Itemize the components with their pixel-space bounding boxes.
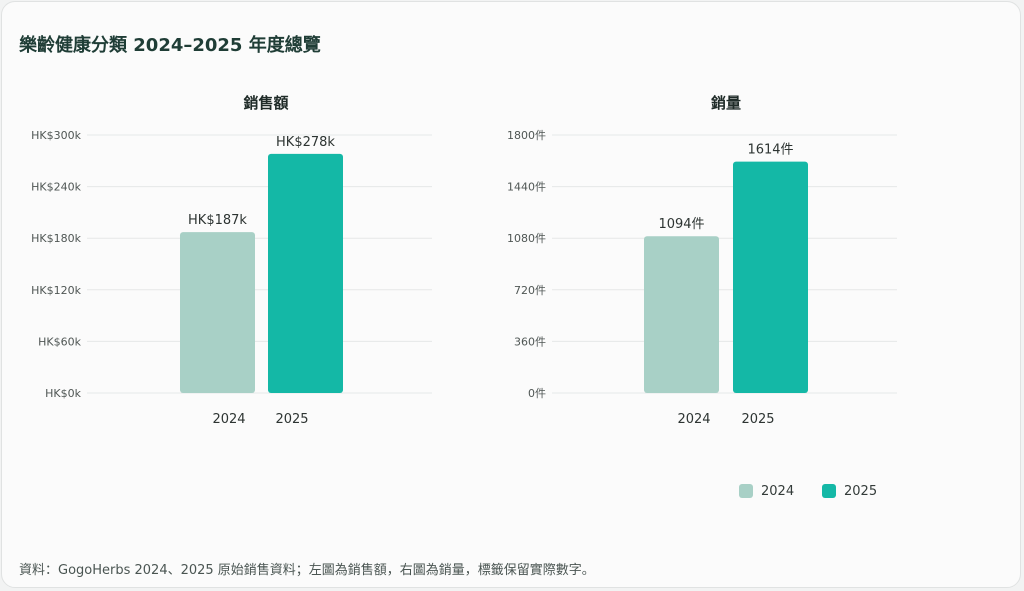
y-tick-label: HK$180k bbox=[31, 232, 81, 245]
y-tick-label: 1440件 bbox=[507, 181, 546, 194]
y-tick-label: 1800件 bbox=[507, 129, 546, 142]
y-tick-label: 1080件 bbox=[507, 232, 546, 245]
chart-title-1: 銷量 bbox=[711, 94, 741, 112]
chart-title-0: 銷售額 bbox=[243, 94, 288, 112]
legend-swatch-2025 bbox=[822, 484, 836, 498]
y-tick-label: 360件 bbox=[514, 335, 546, 348]
bar-2025 bbox=[268, 153, 343, 393]
legend-label-2024: 2024 bbox=[761, 483, 795, 499]
legend-swatch-2024 bbox=[739, 484, 753, 498]
y-tick-label: 0件 bbox=[528, 387, 546, 400]
y-tick-label: HK$0k bbox=[45, 387, 81, 400]
legend-label-2025: 2025 bbox=[844, 483, 878, 499]
data-label: 1614件 bbox=[747, 143, 793, 158]
footer-note: 資料：GogoHerbs 2024、2025 原始銷售資料；左圖為銷售額，右圖為… bbox=[19, 563, 595, 578]
bar-2025 bbox=[733, 161, 808, 393]
y-tick-label: HK$240k bbox=[31, 181, 81, 194]
y-tick-label: HK$120k bbox=[31, 284, 81, 297]
data-label: HK$278k bbox=[276, 135, 335, 150]
data-label: HK$187k bbox=[188, 213, 247, 228]
y-tick-label: HK$300k bbox=[31, 129, 81, 142]
data-label: 1094件 bbox=[658, 217, 704, 232]
legend-item-2024: 2024 bbox=[739, 482, 794, 500]
x-tick-label: 2025 bbox=[275, 412, 308, 427]
x-tick-label: 2024 bbox=[212, 412, 245, 427]
page-title: 樂齡健康分類 2024–2025 年度總覽 bbox=[19, 35, 321, 56]
x-tick-label: 2025 bbox=[741, 412, 774, 427]
y-tick-label: HK$60k bbox=[38, 335, 81, 348]
bar-2024 bbox=[644, 236, 719, 393]
bar-2024 bbox=[180, 232, 255, 393]
y-tick-label: 720件 bbox=[514, 284, 546, 297]
legend-item-2025: 2025 bbox=[822, 482, 877, 500]
x-tick-label: 2024 bbox=[677, 412, 710, 427]
